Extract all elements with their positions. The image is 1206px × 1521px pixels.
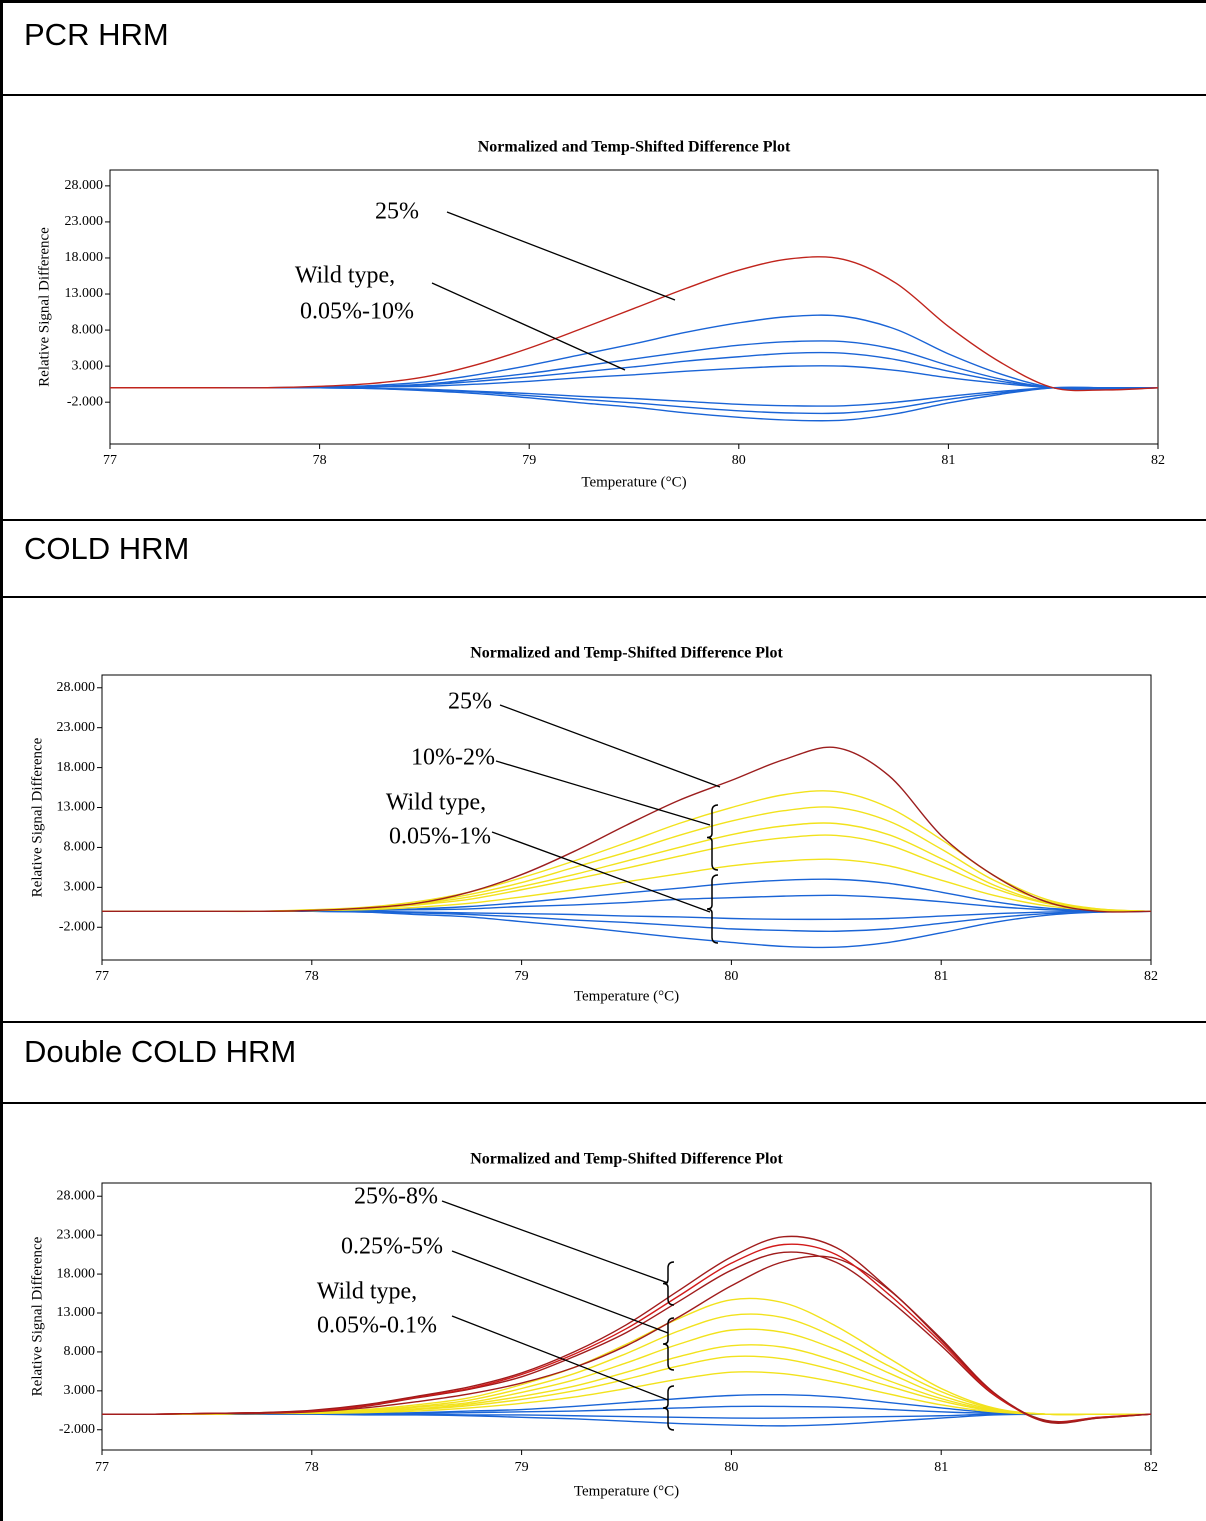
brace [706,804,719,871]
x-axis-label: Temperature (°C) [581,474,686,490]
annotation: 25% [448,689,492,715]
leader-line [451,1315,669,1401]
x-tick-label: 78 [305,969,319,984]
x-tick-label: 79 [515,1460,529,1475]
annotation: 0.25%-5% [341,1234,443,1260]
annotation: 0.05%-10% [300,299,414,325]
y-tick-label: 3.000 [64,880,96,895]
leader-line [441,1200,669,1284]
data-line [101,1255,1152,1425]
brace [662,1317,675,1371]
y-tick-label: 18.000 [65,250,104,265]
y-tick-label: 18.000 [57,1266,96,1281]
y-tick-label: -2.000 [59,1422,95,1437]
x-tick-label: 79 [515,969,529,984]
chart-title: Normalized and Temp-Shifted Difference P… [470,645,783,662]
y-tick-label: -2.000 [59,919,95,934]
annotation: Wild type, [295,263,395,289]
x-tick-label: 80 [732,453,746,468]
x-tick-label: 81 [934,969,948,984]
brace [706,874,719,944]
x-tick-label: 82 [1144,1460,1158,1475]
y-tick-label: 23.000 [57,720,96,735]
y-tick-label: 13.000 [57,1305,96,1320]
x-tick-label: 77 [95,969,109,984]
y-tick-label: 28.000 [65,178,104,193]
plot-frame [101,1182,1152,1451]
panel-label: PCR HRM [24,17,169,52]
y-tick-label: 8.000 [64,1344,96,1359]
y-tick-label: 23.000 [65,214,104,229]
x-tick-label: 78 [313,453,327,468]
x-tick-label: 77 [103,453,117,468]
chart-title: Normalized and Temp-Shifted Difference P… [470,1151,783,1168]
x-tick-label: 80 [724,969,738,984]
leader-line [495,760,711,826]
x-tick-label: 82 [1151,453,1165,468]
data-line [110,256,1159,392]
y-axis-label: Relative Signal Difference [36,227,52,387]
x-axis-label: Temperature (°C) [574,988,679,1004]
leader-line [446,211,676,301]
annotation: Wild type, [317,1279,417,1305]
y-tick-label: 8.000 [72,322,104,337]
x-tick-label: 82 [1144,969,1158,984]
y-tick-label: 28.000 [57,680,96,695]
annotation: 25%-8% [354,1184,438,1210]
chart-title: Normalized and Temp-Shifted Difference P… [478,139,791,156]
panel-label: COLD HRM [24,531,189,566]
y-tick-label: 23.000 [57,1227,96,1242]
y-tick-label: 13.000 [65,286,104,301]
y-tick-label: -2.000 [67,394,103,409]
leader-line [491,831,711,913]
y-tick-label: 18.000 [57,760,96,775]
annotation: 0.05%-0.1% [317,1313,437,1339]
x-axis-label: Temperature (°C) [574,1483,679,1499]
y-tick-label: 13.000 [57,800,96,815]
x-tick-label: 81 [934,1460,948,1475]
leader-line [431,282,626,371]
y-tick-label: 3.000 [64,1383,96,1398]
brace [662,1261,675,1306]
x-tick-label: 77 [95,1460,109,1475]
y-axis-label: Relative Signal Difference [29,737,45,897]
y-axis-label: Relative Signal Difference [29,1236,45,1396]
y-tick-label: 28.000 [57,1188,96,1203]
annotation: 25% [375,199,419,225]
annotation: 10%-2% [411,745,495,771]
data-line [102,746,1152,913]
annotation: Wild type, [386,790,486,816]
leader-line [451,1250,669,1334]
annotation: 0.05%-1% [389,824,491,850]
y-tick-label: 8.000 [64,840,96,855]
brace [662,1385,675,1431]
y-tick-label: 3.000 [72,358,104,373]
x-tick-label: 79 [522,453,536,468]
plot-frame [101,674,1152,961]
leader-line [499,704,721,788]
x-tick-label: 78 [305,1460,319,1475]
data-line [101,1413,1151,1427]
panel-label: Double COLD HRM [24,1034,296,1069]
x-tick-label: 80 [724,1460,738,1475]
x-tick-label: 81 [941,453,955,468]
data-line [101,1235,1152,1424]
plot-frame [109,169,1159,445]
